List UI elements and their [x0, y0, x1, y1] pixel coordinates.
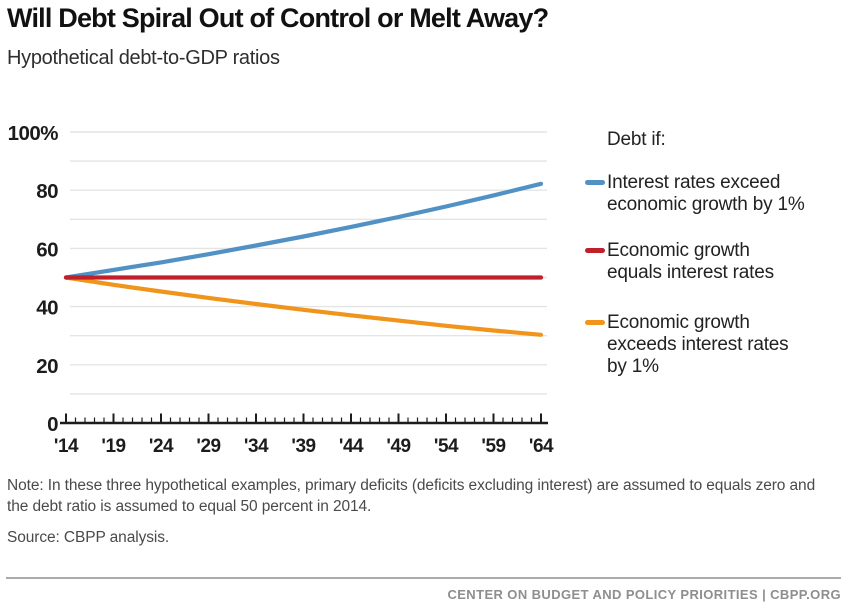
y-tick-label: 20: [36, 355, 58, 378]
series-lines: [63, 181, 544, 337]
y-tick-label: 0: [47, 413, 58, 436]
y-tick-label: 100%: [8, 122, 59, 145]
x-tick-label: '64: [529, 436, 554, 457]
y-tick-label: 80: [36, 180, 58, 203]
legend-label: Economic growth equals interest rates: [607, 240, 774, 283]
x-tick-label: '59: [481, 436, 505, 457]
legend-line-swatch-blue: [585, 180, 605, 185]
x-tick-label: '19: [101, 436, 125, 457]
chart-note: Note: In these three hypothetical exampl…: [7, 477, 816, 515]
page-title: Will Debt Spiral Out of Control or Melt …: [7, 3, 549, 33]
x-tick-label: '44: [339, 436, 364, 457]
x-tick-label: '29: [196, 436, 220, 457]
x-axis: [60, 413, 548, 425]
legend-title: Debt if:: [607, 129, 666, 150]
legend-line-swatch-red: [585, 248, 605, 253]
chart-legend: Debt if: Interest rates exceed economic …: [585, 130, 807, 378]
x-tick-label: '24: [149, 436, 174, 457]
legend-line-swatch-orange: [585, 320, 605, 325]
legend-item-growth-exceeds-rates: Economic growth exceeds interest rates b…: [585, 312, 807, 378]
series-line-interest-exceeds-growth: [63, 181, 544, 280]
y-tick-label: 60: [36, 238, 58, 261]
y-tick-label: 40: [36, 297, 58, 320]
x-tick-labels: '14 '19 '24 '29 '34 '39 '44 '49 '54 '59 '64: [54, 436, 555, 457]
series-line-growth-exceeds-rates: [63, 275, 544, 337]
chart-source: Source: CBPP analysis.: [7, 529, 170, 546]
x-tick-label: '14: [54, 436, 79, 457]
debt-line-chart: '14 '19 '24 '29 '34 '39 '44 '49 '54 '59 '64 0 20 40 60…: [8, 122, 555, 457]
x-tick-label: '54: [434, 436, 459, 457]
legend-item-growth-equals-rates: Economic growth equals interest rates: [585, 240, 807, 284]
footer-branding: CENTER ON BUDGET AND POLICY PRIORITIES |…: [447, 587, 841, 602]
x-tick-label: '34: [244, 436, 269, 457]
gridlines: [70, 131, 547, 395]
legend-label: Economic growth exceeds interest rates b…: [607, 312, 789, 377]
y-tick-labels: 0 20 40 60 80 100%: [8, 122, 59, 436]
x-tick-label: '39: [291, 436, 315, 457]
page-subtitle: Hypothetical debt-to-GDP ratios: [7, 47, 280, 69]
footer-divider: CENTER ON BUDGET AND POLICY PRIORITIES |…: [6, 577, 841, 604]
x-tick-label: '49: [386, 436, 410, 457]
legend-item-interest-exceeds-growth: Interest rates exceed economic growth by…: [585, 172, 807, 216]
legend-label: Interest rates exceed economic growth by…: [607, 172, 805, 215]
